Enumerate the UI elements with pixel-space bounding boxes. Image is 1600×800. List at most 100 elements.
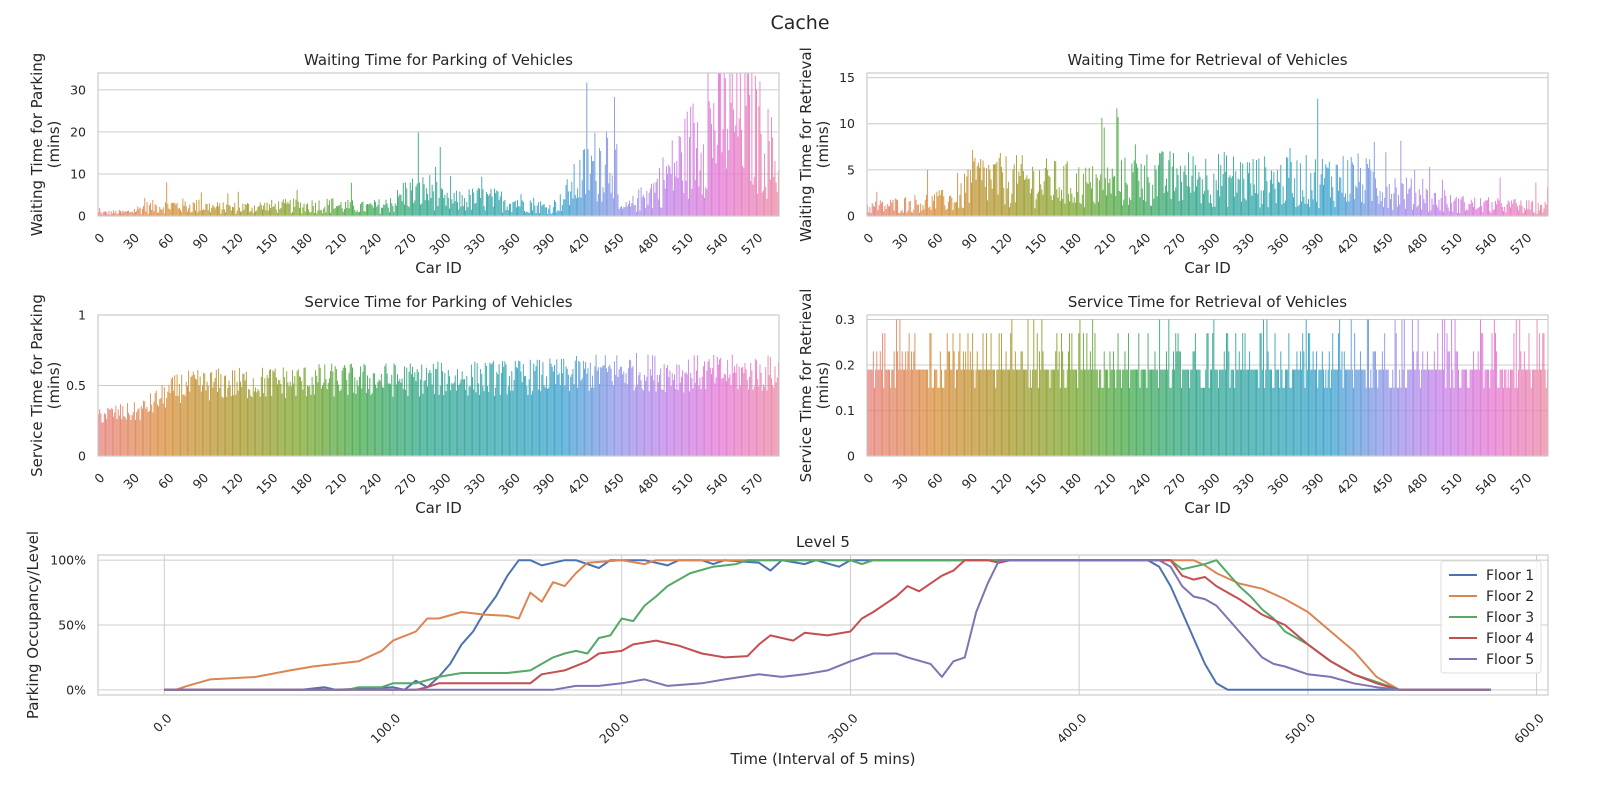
serv_retr-bar [977,369,979,456]
serv_retr-bar [1386,369,1388,456]
wait_park-bar [283,203,285,216]
wait_retr-bar [976,165,978,216]
wait_retr-bar [1294,178,1296,216]
serv_park-bar [175,395,177,456]
wait_park-bar [184,201,186,216]
wait_park-bar [569,205,570,216]
serv_park-xtick-label: 420 [565,470,593,498]
serv_retr-bar [1273,387,1275,456]
serv_retr-bar [1074,369,1076,456]
serv_park-bar [712,368,714,456]
serv_park-bar [749,376,751,456]
wait_park-bar [390,198,392,216]
serv_retr-bar [1017,369,1019,456]
serv_retr-bar [1103,351,1105,456]
wait_park-bar [368,204,370,216]
serv_retr-bar [1256,369,1258,456]
serv_park-bar [105,414,106,456]
serv_park-bar [750,362,752,456]
wait_retr-bar [1365,158,1367,216]
wait_park-bar [237,191,239,216]
wait_park-bar [557,210,559,216]
serv_retr-bar [960,369,962,456]
serv_retr-bar [1406,387,1408,456]
wait_retr-bar [1193,191,1195,216]
wait_park-bar [503,201,505,216]
wait_retr-bar [1174,191,1176,216]
serv_park-bar [432,363,434,456]
wait_park-bar [716,144,718,216]
wait_park-xtick-label: 390 [530,230,558,258]
serv_retr-bar [1485,369,1487,456]
serv_retr-bar [1034,369,1036,456]
wait_retr-bar [1311,190,1313,216]
serv_park-bar [451,383,453,456]
serv_park-bar [270,369,272,456]
wait_park-bar [623,207,625,216]
serv_retr-bar [1166,351,1167,456]
wait_park-bar [724,78,726,217]
wait_retr-bar [1040,184,1042,216]
occupancy-chart: 0.0 100.0 200.0 300.0 400.0 500.0 600.00%50%10… [24,531,1548,768]
serv_retr-bar [1051,369,1053,456]
serv_park-frame [97,314,780,457]
wait_park-bar [506,206,508,216]
wait_retr-bar [1005,156,1007,216]
serv_retr-bar [1024,369,1026,456]
serv_park-bar [479,394,480,456]
serv_retr-bar [1111,369,1113,456]
serv_park-bar [135,420,136,456]
serv_park-bar [581,378,583,456]
serv_park-bar [395,384,397,456]
wait_park-bar [383,204,385,216]
wait_park-bar [423,184,425,216]
serv_park-bar [460,379,462,456]
wait_park-xtick-label: 360 [496,230,524,258]
wait_park-bar [761,192,763,216]
wait_retr-bar [891,202,893,216]
serv_park-bar [654,356,656,456]
wait_park-bar [720,73,722,216]
serv_retr-bar [1104,369,1106,456]
wait_retr-xtick-label: 0 [860,230,876,246]
wait_retr-bar [1267,207,1269,216]
wait_park-ylabel: Waiting Time for Parking [28,53,46,237]
wait_park-bar [433,210,435,216]
serv_retr-bar [1146,387,1148,456]
wait_park-bar [110,211,112,216]
wait_retr-bar [1340,177,1342,216]
serv_retr-bar [1218,387,1219,456]
serv_retr-bar [1096,369,1098,456]
serv_retr-bar [1055,351,1057,456]
wait_retr-bar [1469,204,1471,216]
serv_park-bar [205,390,207,456]
serv_retr-bar [1065,387,1067,456]
wait_park-bar [721,152,723,216]
wait_park-bar [766,198,768,216]
serv_park-bar [498,364,500,456]
wait_retr-bar [930,209,932,216]
serv_park-bar [515,367,517,456]
serv_retr-bar [1222,369,1224,456]
wait_retr-bar [1181,181,1182,216]
wait_retr-bar [1081,194,1083,216]
serv_park-bar [544,387,546,456]
wait_park-bar [222,202,224,216]
serv_park-bar [686,374,688,456]
serv_retr-bar [1148,369,1150,456]
serv_park-bar [588,390,590,456]
wait_retr-bar [1388,183,1390,216]
wait_retr-bar [1346,201,1348,216]
wait_retr-bar [1537,202,1539,216]
wait_retr-bar [1313,172,1315,216]
serv_park-bar [297,369,299,456]
serv_retr-bar [1253,369,1255,456]
wait_retr-bar [1066,161,1068,216]
serv_retr-bar [1139,387,1141,456]
wait_park-xtick-label: 210 [322,230,350,258]
wait_retr-bar [1185,174,1187,216]
wait_retr-bar [1459,213,1461,216]
serv_park-bar [579,362,581,456]
wait_park-ytick-label: 0 [78,209,86,224]
serv_retr-bar [1197,369,1199,456]
